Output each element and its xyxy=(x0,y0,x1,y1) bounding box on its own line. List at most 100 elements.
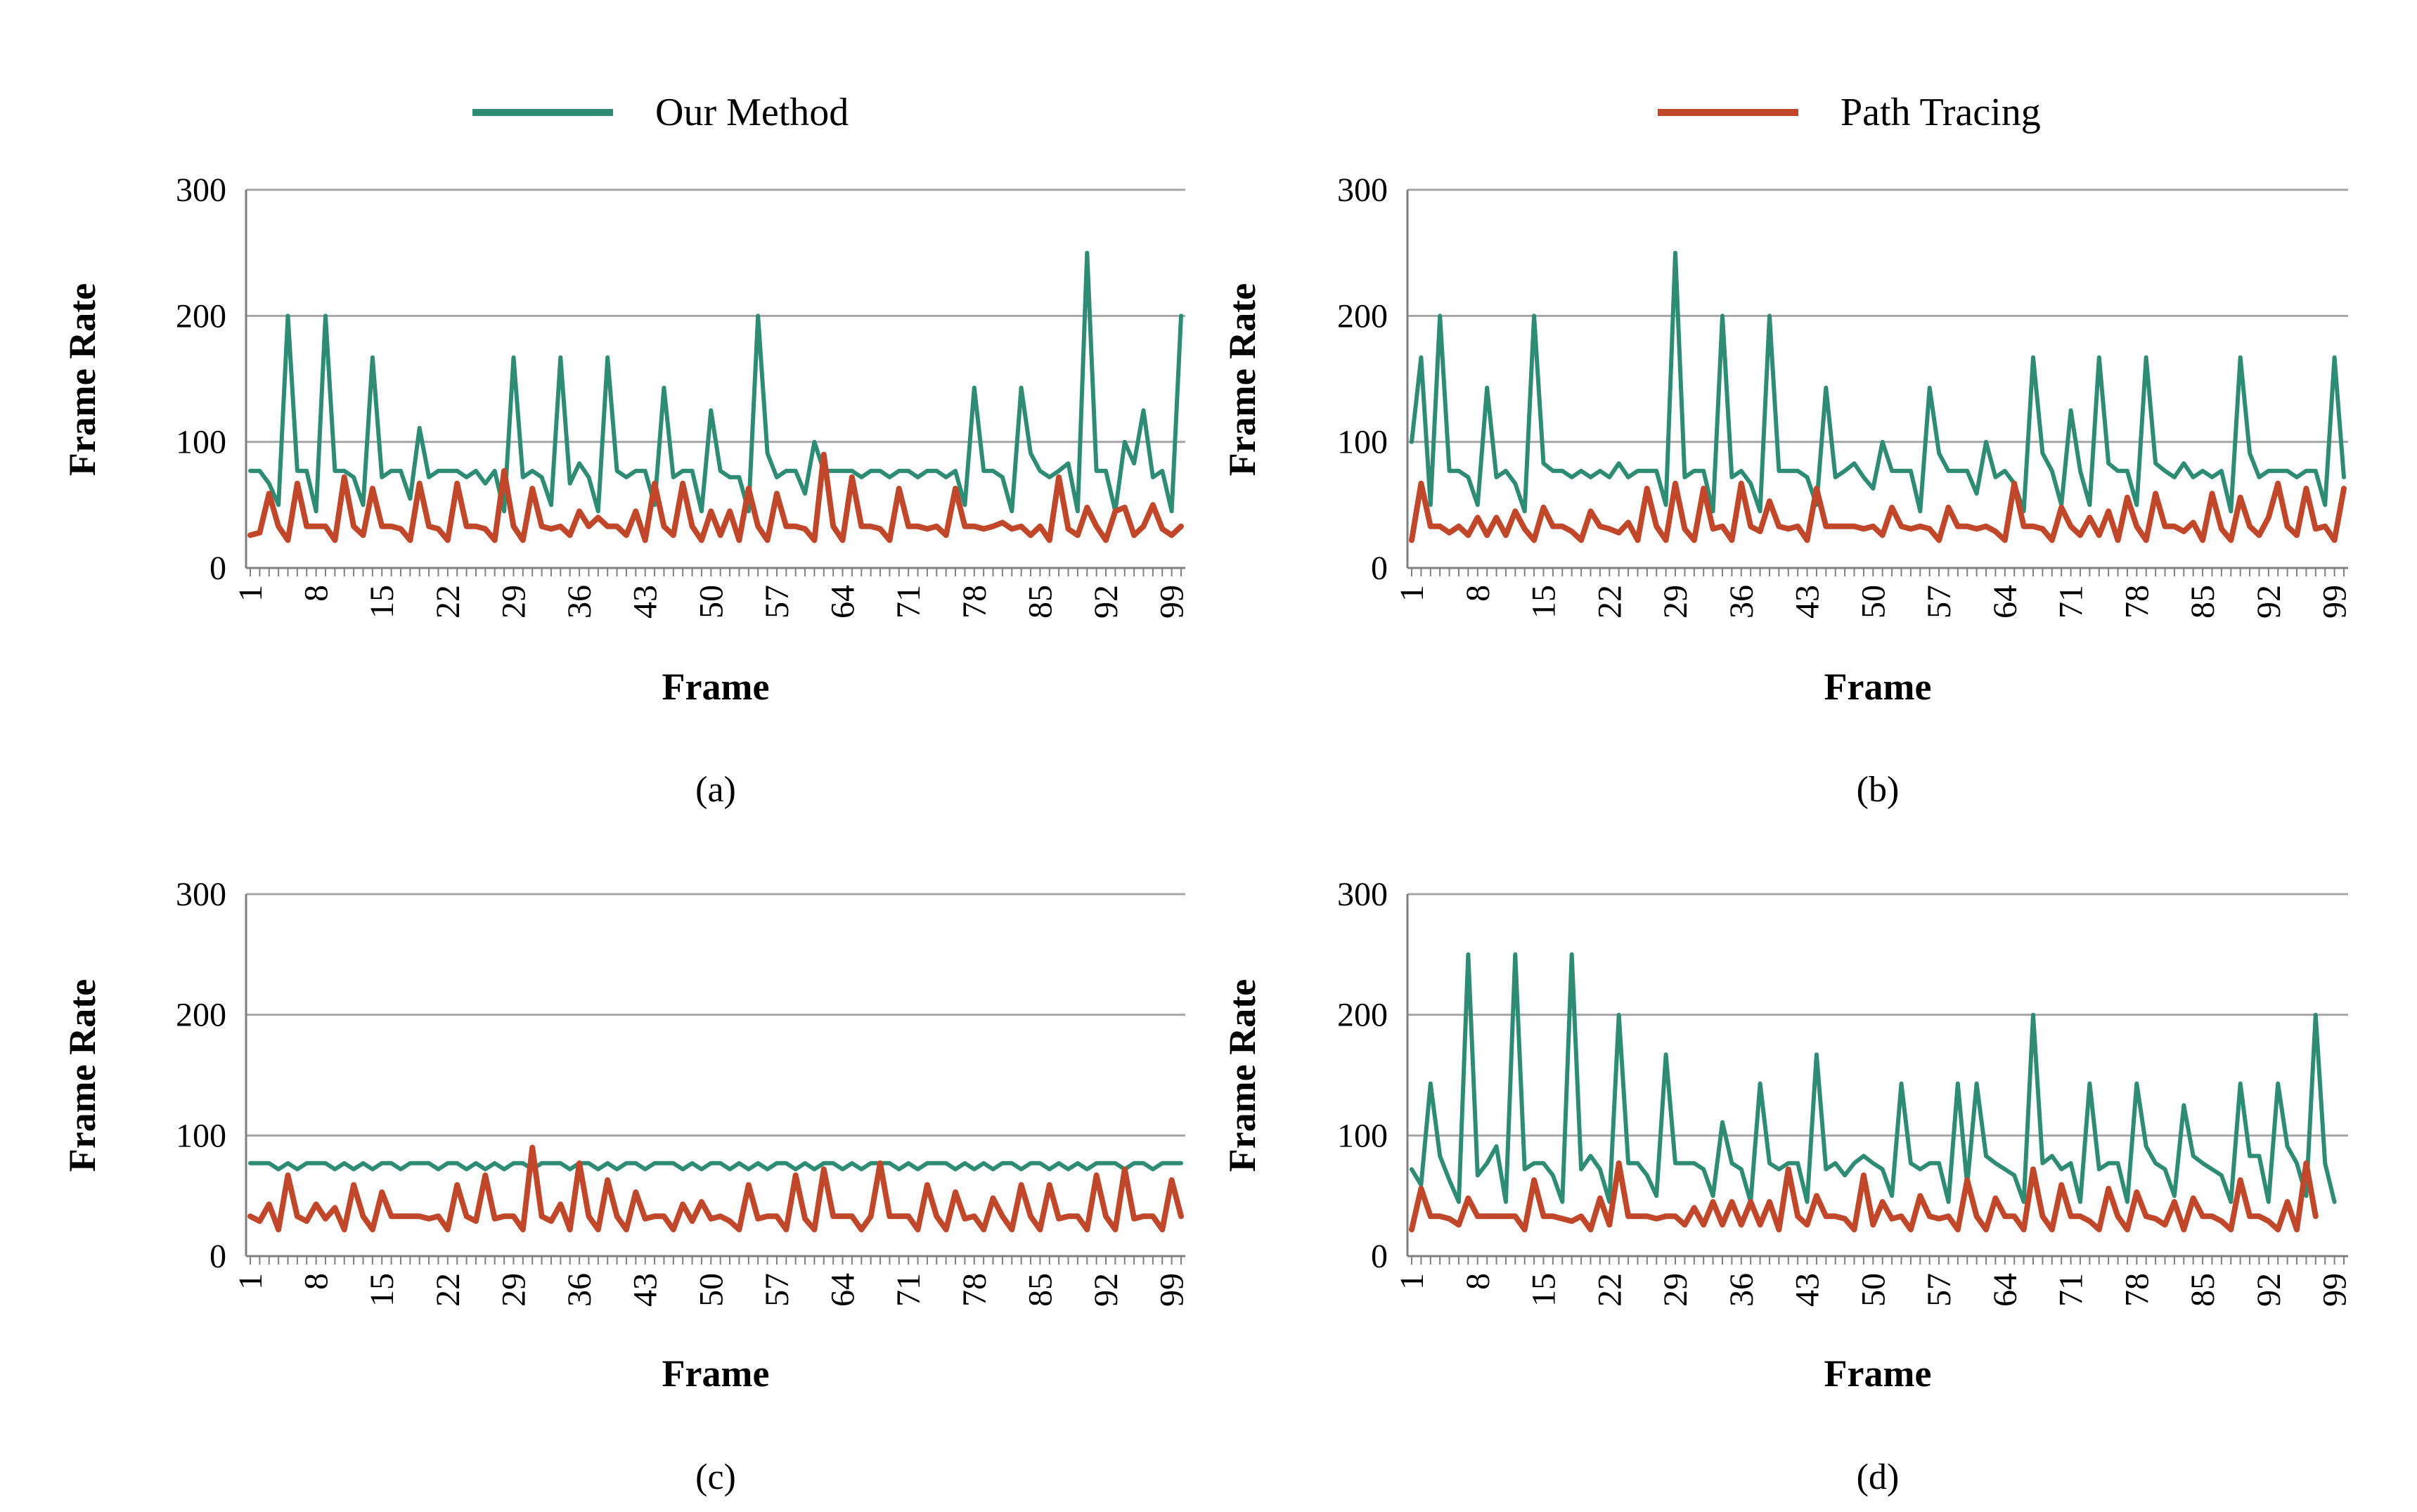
x-tick-label-29: 29 xyxy=(495,1273,532,1307)
x-tick-label-43: 43 xyxy=(1789,585,1826,619)
y-tick-label-300: 300 xyxy=(176,172,226,209)
series-line-path-tracing xyxy=(247,451,1184,543)
y-tick-label-0: 0 xyxy=(210,1238,226,1275)
y-tick-label-0: 0 xyxy=(1371,550,1388,587)
x-tick-label-1: 1 xyxy=(1393,585,1431,602)
x-tick-label-78: 78 xyxy=(956,585,993,619)
x-tick-label-8: 8 xyxy=(298,1273,335,1290)
x-tick-label-85: 85 xyxy=(1021,585,1059,619)
x-tick-label-92: 92 xyxy=(2250,1273,2288,1307)
x-tick-label-1: 1 xyxy=(1393,1273,1431,1290)
x-tick-label-57: 57 xyxy=(1921,1273,1958,1307)
x-tick-label-29: 29 xyxy=(1657,585,1694,619)
x-tick-label-22: 22 xyxy=(430,1273,467,1307)
y-tick-label-100: 100 xyxy=(176,424,226,461)
x-tick-label-22: 22 xyxy=(1591,585,1628,619)
y-axis-title: Frame Rate xyxy=(1221,979,1263,1172)
x-tick-label-71: 71 xyxy=(890,585,927,619)
x-tick-label-43: 43 xyxy=(627,1273,664,1307)
x-tick-label-71: 71 xyxy=(890,1273,927,1307)
panel-caption: (b) xyxy=(1857,770,1900,810)
x-tick-label-29: 29 xyxy=(495,585,532,619)
x-tick-label-8: 8 xyxy=(298,585,335,602)
series-line-path-tracing xyxy=(247,1144,1184,1233)
series-line-our-method xyxy=(248,1161,1183,1172)
x-tick-label-15: 15 xyxy=(1526,585,1563,619)
x-tick-label-15: 15 xyxy=(363,1273,401,1307)
x-tick-label-92: 92 xyxy=(2250,585,2288,619)
legend-label-path-tracing: Path Tracing xyxy=(1841,91,2041,134)
panel-caption: (d) xyxy=(1857,1457,1900,1497)
x-tick-label-64: 64 xyxy=(1987,1273,2024,1307)
x-tick-label-29: 29 xyxy=(1657,1273,1694,1307)
y-tick-label-200: 200 xyxy=(1337,297,1388,335)
series-line-our-method xyxy=(1410,250,2346,514)
x-tick-label-78: 78 xyxy=(2118,585,2155,619)
chart-panel-a: 0 100 200 300 1 8 15 22 29 36 43 50 57 64 71 78 85 92 99 Fr… xyxy=(61,172,1191,810)
x-tick-label-8: 8 xyxy=(1459,585,1497,602)
x-tick-label-36: 36 xyxy=(561,1273,598,1307)
y-tick-label-200: 200 xyxy=(176,997,226,1034)
x-tick-label-99: 99 xyxy=(1154,1273,1191,1307)
chart-panel-d: 0 100 200 300 1 8 15 22 29 36 43 50 57 64 71 78 85 92 99 Fr… xyxy=(1221,876,2354,1497)
x-tick-label-64: 64 xyxy=(825,1273,862,1307)
x-tick-label-57: 57 xyxy=(759,585,796,619)
x-tick-label-64: 64 xyxy=(825,585,862,619)
series-line-path-tracing xyxy=(1409,1160,2319,1233)
x-tick-label-50: 50 xyxy=(1855,1273,1892,1307)
x-tick-label-71: 71 xyxy=(2053,585,2090,619)
y-axis-title: Frame Rate xyxy=(1221,283,1263,476)
x-tick-label-85: 85 xyxy=(1021,1273,1059,1307)
x-axis-title: Frame xyxy=(662,666,770,708)
panel-caption: (c) xyxy=(695,1457,736,1497)
x-tick-label-15: 15 xyxy=(363,585,401,619)
legend: Our Method Path Tracing xyxy=(472,91,2041,134)
y-tick-label-300: 300 xyxy=(1337,172,1388,209)
y-tick-label-200: 200 xyxy=(1337,997,1388,1034)
x-tick-label-15: 15 xyxy=(1526,1273,1563,1307)
x-tick-label-1: 1 xyxy=(232,1273,269,1290)
x-tick-label-64: 64 xyxy=(1987,585,2024,619)
x-tick-label-22: 22 xyxy=(1591,1273,1628,1307)
x-tick-label-50: 50 xyxy=(692,585,730,619)
y-axis-title: Frame Rate xyxy=(61,283,103,476)
series-line-our-method xyxy=(1410,952,2337,1204)
x-axis-title: Frame xyxy=(662,1352,770,1395)
x-tick-label-50: 50 xyxy=(1855,585,1892,619)
x-tick-label-85: 85 xyxy=(2184,1273,2222,1307)
x-tick-label-57: 57 xyxy=(759,1273,796,1307)
x-tick-label-99: 99 xyxy=(2316,1273,2354,1307)
y-tick-label-300: 300 xyxy=(1337,876,1388,913)
x-tick-label-36: 36 xyxy=(561,585,598,619)
chart-panel-c: 0 100 200 300 1 8 15 22 29 36 43 50 57 64 71 78 85 92 99 Fr… xyxy=(61,876,1191,1497)
x-tick-label-57: 57 xyxy=(1921,585,1958,619)
x-tick-label-78: 78 xyxy=(956,1273,993,1307)
legend-label-our-method: Our Method xyxy=(655,91,849,134)
y-tick-label-200: 200 xyxy=(176,297,226,335)
x-tick-label-50: 50 xyxy=(692,1273,730,1307)
y-tick-label-0: 0 xyxy=(210,550,226,587)
x-tick-label-1: 1 xyxy=(232,585,269,602)
x-tick-label-92: 92 xyxy=(1088,1273,1125,1307)
x-tick-label-36: 36 xyxy=(1723,1273,1760,1307)
x-tick-label-99: 99 xyxy=(1154,585,1191,619)
x-tick-label-85: 85 xyxy=(2184,585,2222,619)
x-tick-label-43: 43 xyxy=(627,585,664,619)
x-axis-title: Frame xyxy=(1824,1352,1932,1395)
series-line-path-tracing xyxy=(1409,480,2347,543)
x-tick-label-22: 22 xyxy=(430,585,467,619)
x-tick-label-92: 92 xyxy=(1088,585,1125,619)
panel-caption: (a) xyxy=(695,770,736,810)
series-line-our-method xyxy=(248,250,1183,514)
y-tick-label-100: 100 xyxy=(176,1117,226,1154)
x-tick-label-71: 71 xyxy=(2053,1273,2090,1307)
x-tick-label-43: 43 xyxy=(1789,1273,1826,1307)
x-tick-label-8: 8 xyxy=(1459,1273,1497,1290)
y-tick-label-100: 100 xyxy=(1337,1117,1388,1154)
y-tick-label-0: 0 xyxy=(1371,1238,1388,1275)
y-axis-title: Frame Rate xyxy=(61,979,103,1172)
x-axis-title: Frame xyxy=(1824,666,1932,708)
y-tick-label-300: 300 xyxy=(176,876,226,913)
x-tick-label-78: 78 xyxy=(2118,1273,2155,1307)
